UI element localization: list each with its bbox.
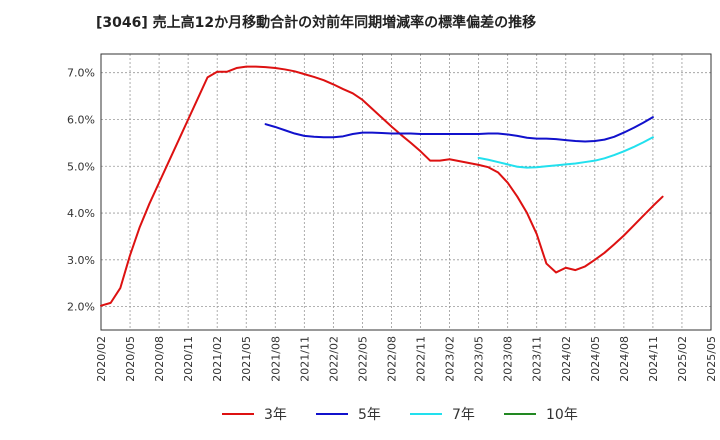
legend-item: 10年 [504, 407, 578, 423]
x-tick-label: 2025/05 [705, 336, 718, 382]
legend-label: 7年 [452, 407, 475, 423]
x-tick-label: 2021/05 [240, 336, 253, 382]
series-line-2 [264, 116, 654, 143]
legend-label: 5年 [358, 407, 381, 423]
legend: 3年 5年 7年 10年 [222, 407, 578, 423]
legend-label: 10年 [546, 407, 578, 423]
plot-frame [100, 53, 712, 331]
series-lines [100, 65, 664, 307]
x-tick-label: 2022/08 [385, 336, 398, 382]
legend-item: 5年 [316, 407, 381, 423]
legend-label: 3年 [264, 407, 287, 423]
legend-item: 3年 [222, 407, 287, 423]
y-tick-label: 6.0% [67, 113, 95, 126]
x-tick-label: 2021/02 [211, 336, 224, 382]
x-tick-label: 2021/11 [298, 336, 311, 382]
series-line-1 [100, 65, 664, 307]
x-tick-label: 2025/02 [676, 336, 689, 382]
y-axis-ticks: 2.0% 3.0% 4.0% 5.0% 6.0% 7.0% [67, 67, 95, 314]
x-tick-label: 2023/02 [444, 336, 457, 382]
x-tick-label: 2020/08 [153, 336, 166, 382]
y-tick-label: 5.0% [67, 160, 95, 173]
x-tick-label: 2023/11 [531, 336, 544, 382]
legend-item: 7年 [410, 407, 475, 423]
y-tick-label: 2.0% [67, 301, 95, 314]
y-tick-label: 7.0% [67, 67, 95, 80]
x-axis-ticks: 2020/02 2020/05 2020/08 2020/11 2021/02 2021/… [95, 336, 718, 382]
x-tick-label: 2022/02 [327, 336, 340, 382]
x-tick-label: 2022/05 [356, 336, 369, 382]
x-tick-label: 2024/08 [618, 336, 631, 382]
y-tick-label: 3.0% [67, 254, 95, 267]
x-tick-label: 2021/08 [269, 336, 282, 382]
x-tick-label: 2024/11 [647, 336, 660, 382]
grid [100, 54, 712, 330]
x-tick-label: 2022/11 [415, 336, 428, 382]
x-tick-label: 2023/08 [502, 336, 515, 382]
x-tick-label: 2023/05 [473, 336, 486, 382]
x-tick-label: 2020/05 [124, 336, 137, 382]
x-tick-label: 2020/02 [95, 336, 108, 382]
x-tick-label: 2020/11 [182, 336, 195, 382]
x-tick-label: 2024/02 [560, 336, 573, 382]
chart-title: [3046] 売上高12か月移動合計の対前年同期増減率の標準偏差の推移 [96, 15, 537, 31]
x-tick-label: 2024/05 [589, 336, 602, 382]
y-tick-label: 4.0% [67, 207, 95, 220]
